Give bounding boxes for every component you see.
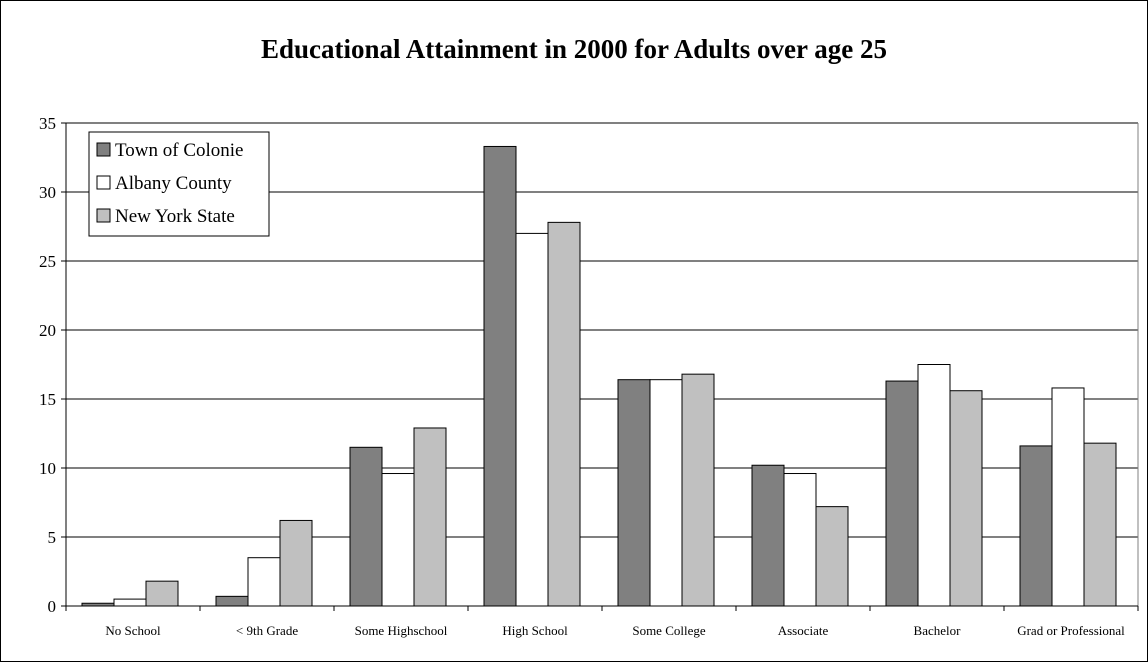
bar	[617, 379, 651, 607]
y-tick-label: 30	[39, 183, 56, 202]
legend-label: Albany County	[115, 173, 232, 194]
bar	[751, 464, 785, 607]
bars	[81, 145, 1117, 607]
bar	[215, 595, 249, 607]
bar	[349, 446, 383, 607]
y-tick-label: 20	[39, 321, 56, 340]
x-tick-label: Associate	[778, 623, 829, 638]
x-tick-label: Some College	[632, 623, 706, 638]
bar	[145, 580, 179, 607]
legend-swatch	[96, 175, 111, 190]
bar	[681, 373, 715, 607]
chart-title: Educational Attainment in 2000 for Adult…	[260, 34, 888, 64]
bar	[1083, 442, 1117, 607]
y-tick-label: 0	[48, 597, 57, 616]
y-tick-label: 15	[39, 390, 56, 409]
legend-label: New York State	[115, 206, 235, 227]
bar	[815, 506, 849, 607]
y-tick-label: 10	[39, 459, 56, 478]
legend-box	[88, 131, 270, 237]
bar	[783, 473, 817, 607]
bar	[247, 557, 281, 607]
bar	[949, 390, 983, 607]
bar	[917, 364, 951, 607]
x-tick-label: Grad or Professional	[1017, 623, 1125, 638]
legend-label: Town of Colonie	[115, 140, 244, 161]
bar	[1019, 445, 1053, 607]
bar	[483, 145, 517, 607]
x-tick-label: Some Highschool	[355, 623, 448, 638]
legend-swatch	[96, 208, 111, 223]
bar	[381, 473, 415, 607]
bar	[649, 379, 683, 607]
x-tick-label: < 9th Grade	[236, 623, 298, 638]
legend: Town of Colonie Albany County New York Sta…	[88, 131, 270, 237]
bar	[547, 221, 581, 607]
y-tick-label: 25	[39, 252, 56, 271]
bar	[279, 519, 313, 607]
y-tick-label: 5	[48, 528, 57, 547]
bar	[413, 427, 447, 607]
bar	[515, 232, 549, 607]
axes: 0 5 10 15 20 25 30 35 No School < 9th Grade Some H…	[39, 114, 1139, 638]
x-tick-label: Bachelor	[914, 623, 962, 638]
x-tick-label: High School	[502, 623, 568, 638]
x-tick-label: No School	[105, 623, 161, 638]
legend-swatch	[96, 142, 111, 157]
y-tick-label: 35	[39, 114, 56, 133]
bar	[113, 598, 147, 607]
bar	[885, 380, 919, 607]
bar	[1051, 387, 1085, 607]
